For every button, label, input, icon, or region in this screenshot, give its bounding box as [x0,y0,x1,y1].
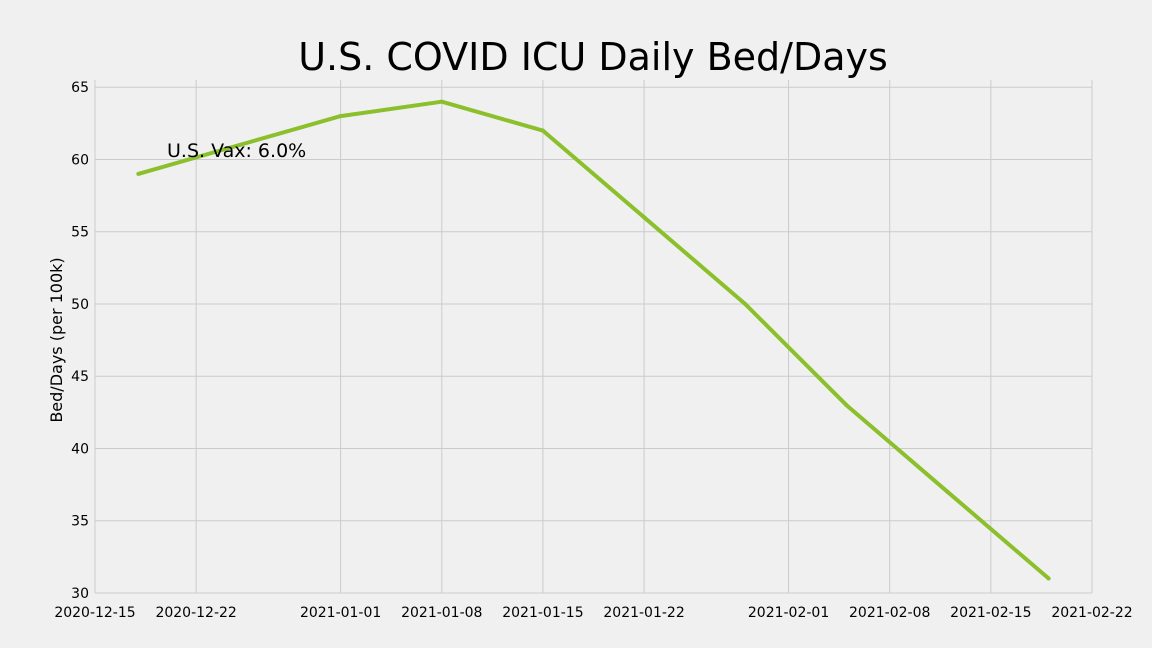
y-tick-label: 55 [71,225,89,241]
data-point [1046,576,1051,581]
grid [94,80,1093,594]
data-point [338,114,343,119]
x-tick-label: 2020-12-22 [155,605,236,621]
x-tick-label: 2021-02-15 [950,605,1031,621]
y-tick-label: 30 [71,586,89,602]
x-axis-ticks: 2020-12-15 2020-12-22 2021-01-01 2021-01-08… [54,605,1132,621]
data-point [844,403,849,408]
data-point [540,128,545,133]
y-tick-label: 50 [71,297,89,313]
x-tick-label: 2021-02-22 [1051,605,1132,621]
data-point [439,99,444,104]
data-point [237,143,242,148]
data-point [642,215,647,220]
vax-annotation: U.S. Vax: 6.0% [167,140,306,162]
data-point [945,489,950,494]
series [136,99,1051,581]
data-point [743,301,748,306]
x-tick-label: 2021-01-22 [603,605,684,621]
y-tick-label: 65 [71,80,89,96]
data-point [136,171,141,176]
series-line [137,99,1051,581]
y-tick-label: 40 [71,441,89,457]
x-tick-label: 2021-01-01 [300,605,381,621]
x-tick-label: 2021-01-08 [401,605,482,621]
chart-title: U.S. COVID ICU Daily Bed/Days [298,35,888,79]
x-tick-label: 2021-02-08 [849,605,930,621]
y-tick-label: 60 [71,152,89,168]
x-tick-label: 2021-02-01 [748,605,829,621]
x-tick-label: 2021-01-15 [502,605,583,621]
y-tick-label: 35 [71,514,89,530]
y-tick-label: 45 [71,369,89,385]
y-axis-label: Bed/Days (per 100k) [47,257,66,422]
y-axis-ticks: 30 35 40 45 50 55 60 65 [71,80,89,602]
x-tick-label: 2020-12-15 [54,605,135,621]
